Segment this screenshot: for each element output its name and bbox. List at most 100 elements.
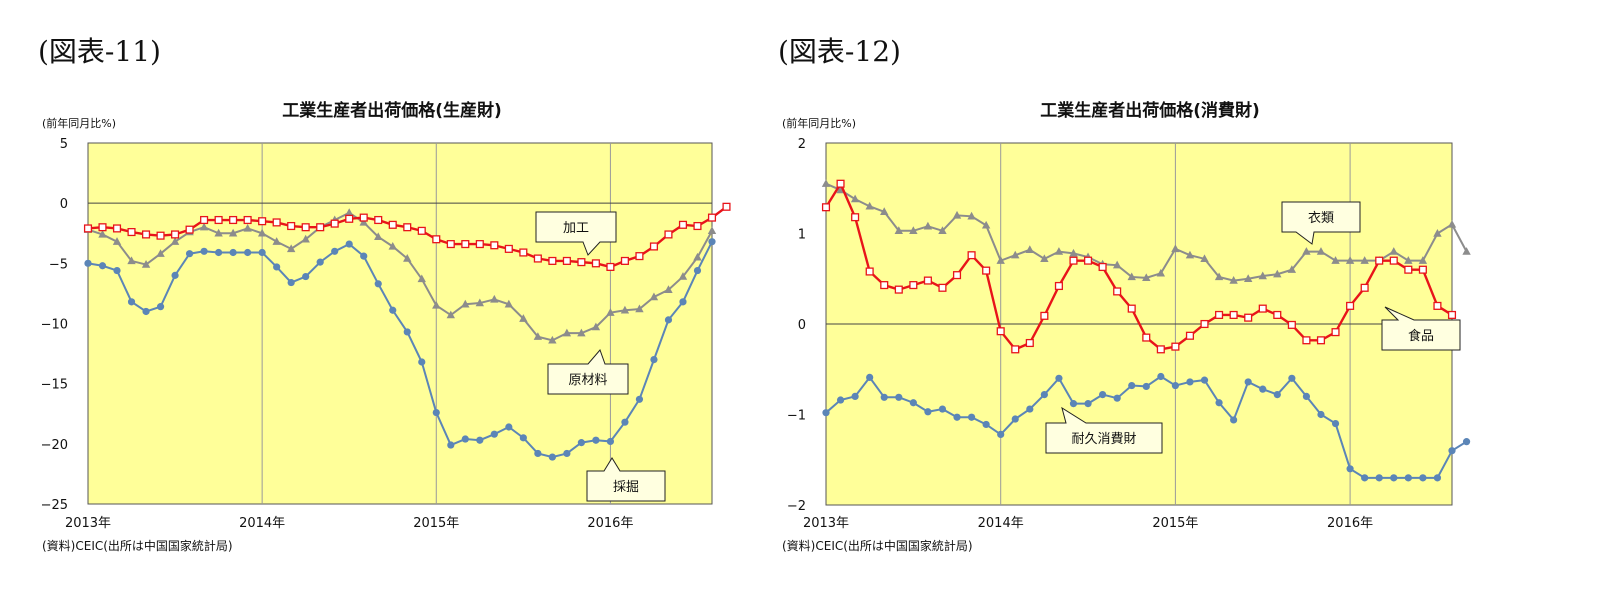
- data-point: [621, 418, 629, 426]
- data-point: [967, 251, 976, 260]
- data-point: [388, 241, 397, 250]
- data-point: [649, 292, 659, 301]
- data-point: [170, 237, 180, 245]
- data-point: [1360, 256, 1369, 264]
- data-point: [200, 247, 208, 255]
- y-tick-label: −2: [787, 499, 806, 514]
- data-point: [1214, 272, 1224, 281]
- data-point: [851, 213, 860, 222]
- data-point: [865, 267, 874, 276]
- data-point: [836, 396, 845, 404]
- data-point: [693, 221, 702, 231]
- data-point: [243, 223, 252, 232]
- data-point: [1069, 400, 1078, 408]
- x-tick-label: 2013年: [803, 516, 849, 531]
- data-point: [1331, 328, 1340, 337]
- data-point: [1186, 378, 1194, 386]
- data-point: [287, 221, 296, 231]
- data-point: [577, 439, 585, 447]
- x-tick-label: 2014年: [239, 516, 285, 531]
- data-point: [330, 219, 339, 228]
- data-point: [606, 437, 615, 446]
- x-tick-label: 2013年: [65, 516, 111, 531]
- y-tick-label: −1: [787, 409, 806, 424]
- data-point: [1244, 378, 1252, 386]
- data-point: [533, 332, 543, 340]
- x-tick-label: 2016年: [1327, 516, 1373, 531]
- data-point: [446, 240, 455, 249]
- data-point: [1433, 229, 1442, 237]
- data-point: [1273, 269, 1282, 278]
- data-point: [1127, 272, 1136, 281]
- data-point: [693, 252, 702, 261]
- series-加工: [83, 202, 731, 271]
- data-point: [345, 214, 354, 223]
- data-point: [345, 240, 353, 248]
- data-point: [112, 237, 122, 245]
- y-tick-label: −10: [41, 318, 68, 333]
- data-point: [967, 413, 976, 421]
- data-point: [1083, 256, 1093, 265]
- data-point: [822, 409, 830, 417]
- data-point: [664, 285, 673, 294]
- data-point: [563, 449, 571, 458]
- data-point: [1317, 410, 1325, 419]
- callout-加工: 加工: [535, 211, 617, 256]
- data-point: [446, 310, 455, 319]
- data-point: [1054, 281, 1063, 291]
- data-point: [432, 300, 441, 309]
- callout-label: 食品: [1408, 328, 1434, 344]
- data-point: [1171, 244, 1180, 253]
- data-point: [1360, 283, 1369, 292]
- data-point: [345, 208, 354, 216]
- data-point: [997, 430, 1005, 439]
- data-point: [591, 259, 600, 268]
- data-point: [1040, 311, 1049, 320]
- data-point: [432, 235, 441, 244]
- data-point: [200, 215, 209, 225]
- data-point: [141, 230, 151, 239]
- data-point: [1200, 319, 1209, 329]
- callout-衣類: 衣類: [1281, 201, 1361, 245]
- data-point: [1156, 345, 1165, 354]
- data-point: [1112, 260, 1122, 269]
- data-point: [1302, 392, 1311, 400]
- data-point: [982, 420, 990, 429]
- data-point: [1302, 247, 1311, 255]
- data-point: [1026, 405, 1034, 413]
- data-point: [156, 231, 165, 240]
- callout-box: [1281, 201, 1361, 245]
- data-point: [475, 298, 485, 307]
- data-point: [678, 220, 688, 229]
- data-point: [1113, 394, 1121, 402]
- data-point: [821, 179, 831, 187]
- data-point: [374, 280, 382, 288]
- data-point: [127, 227, 136, 237]
- data-point: [1171, 381, 1179, 390]
- figure-label-12: (図表-12): [778, 35, 901, 68]
- data-point: [505, 423, 513, 431]
- data-point: [548, 256, 557, 265]
- data-point: [504, 299, 514, 308]
- chart-title: 工業生産者出荷価格(消費財): [1040, 100, 1260, 121]
- data-point: [1259, 385, 1267, 393]
- data-point: [679, 298, 687, 306]
- data-point: [1346, 301, 1355, 310]
- data-point: [112, 224, 122, 233]
- data-point: [1200, 254, 1209, 263]
- data-point: [1098, 262, 1107, 272]
- data-point: [374, 232, 383, 241]
- data-point: [519, 434, 527, 442]
- data-point: [708, 238, 716, 246]
- data-point: [678, 272, 688, 280]
- data-point: [1273, 390, 1281, 399]
- data-point: [403, 254, 412, 262]
- data-point: [880, 207, 889, 215]
- data-point: [650, 356, 658, 364]
- data-point: [142, 307, 150, 316]
- data-point: [302, 272, 310, 281]
- data-point: [301, 223, 310, 232]
- data-point: [229, 248, 237, 257]
- data-point: [461, 240, 470, 249]
- data-point: [1040, 390, 1048, 399]
